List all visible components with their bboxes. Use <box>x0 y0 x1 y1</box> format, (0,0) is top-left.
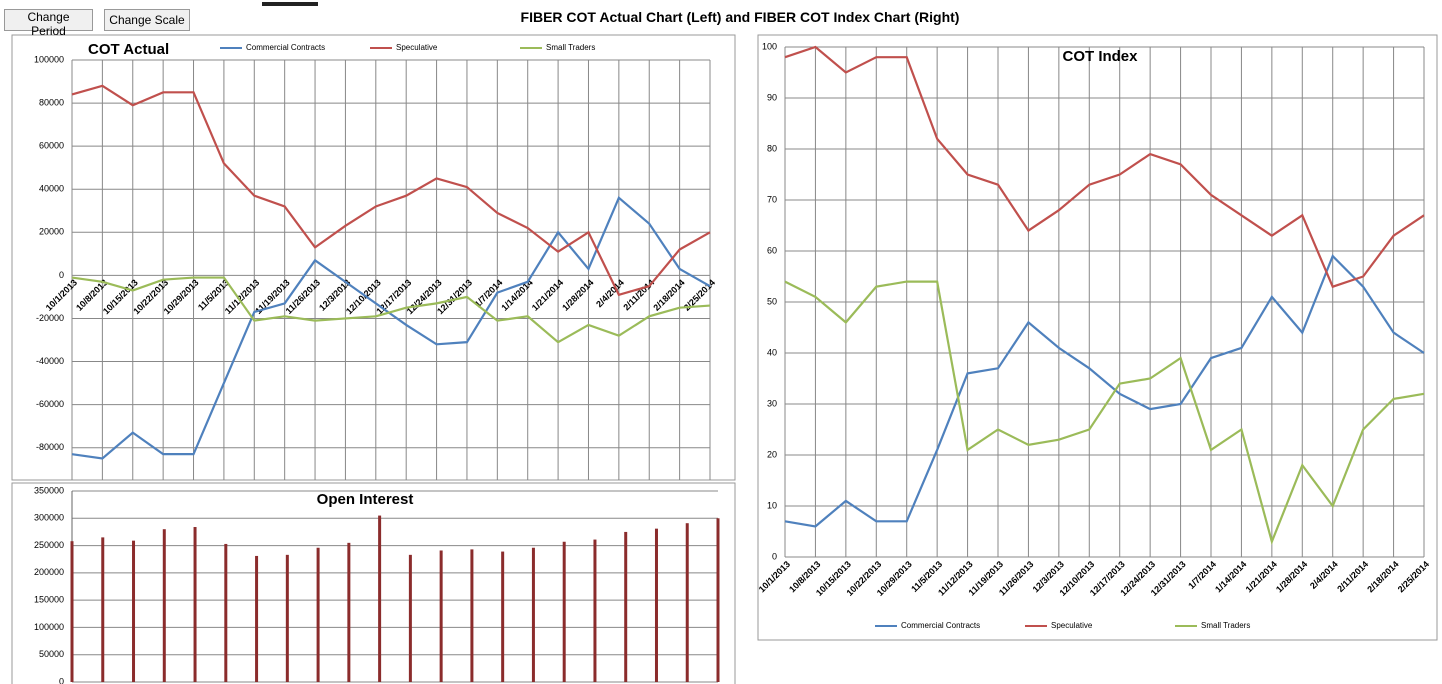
legend-label: Commercial Contracts <box>901 621 980 630</box>
decor-bar <box>262 2 318 6</box>
bar <box>439 550 443 682</box>
bar <box>716 518 720 682</box>
bar <box>70 541 74 682</box>
y-tick-label: 90 <box>767 92 777 102</box>
y-tick-label: 50000 <box>39 649 64 659</box>
chart-title: Open Interest <box>317 491 414 508</box>
bar <box>285 554 289 682</box>
series-line <box>784 45 1425 289</box>
y-tick-label: 150000 <box>34 595 64 605</box>
y-tick-label: 50 <box>767 296 777 306</box>
bar <box>470 549 474 682</box>
y-tick-label: 350000 <box>34 485 64 495</box>
bar <box>132 540 136 682</box>
y-tick-label: -20000 <box>36 313 64 323</box>
bar <box>193 527 197 682</box>
y-tick-label: 80000 <box>39 97 64 107</box>
bar <box>624 531 628 682</box>
bar <box>255 555 259 682</box>
bar <box>316 547 320 682</box>
y-tick-label: 200000 <box>34 567 64 577</box>
y-tick-label: -80000 <box>36 442 64 452</box>
y-tick-label: 20 <box>767 449 777 459</box>
series-line <box>71 276 711 344</box>
y-tick-label: 10 <box>767 500 777 510</box>
bar <box>347 542 351 682</box>
chart-title: COT Actual <box>88 41 169 58</box>
legend-label: Commercial Contracts <box>246 43 325 52</box>
bar <box>593 539 597 682</box>
y-tick-label: 0 <box>772 551 777 561</box>
chart-title: COT Index <box>1062 48 1138 65</box>
bar <box>531 547 535 682</box>
y-tick-label: 40 <box>767 347 777 357</box>
chart-frame <box>11 34 736 481</box>
change-scale-button[interactable]: Change Scale <box>104 9 190 31</box>
y-tick-label: 250000 <box>34 540 64 550</box>
change-period-button[interactable]: Change Period <box>4 9 93 38</box>
bar <box>408 554 412 682</box>
y-tick-label: 0 <box>59 676 64 684</box>
bar <box>685 523 689 682</box>
y-tick-label: 100 <box>762 41 777 51</box>
legend-label: Small Traders <box>1201 621 1250 630</box>
y-tick-label: 80 <box>767 143 777 153</box>
legend-label: Speculative <box>396 43 438 52</box>
y-tick-label: 100000 <box>34 54 64 64</box>
series-line <box>71 196 711 460</box>
series-line <box>71 84 711 297</box>
bar <box>162 529 166 682</box>
series-line <box>784 254 1425 528</box>
bar <box>562 541 566 682</box>
bar <box>224 543 228 682</box>
y-tick-label: 300000 <box>34 513 64 523</box>
y-tick-label: 40000 <box>39 184 64 194</box>
y-tick-label: 60 <box>767 245 777 255</box>
y-tick-label: -60000 <box>36 399 64 409</box>
bar <box>501 551 505 682</box>
page-title: FIBER COT Actual Chart (Left) and FIBER … <box>520 9 960 25</box>
bar <box>654 528 658 682</box>
y-tick-label: -40000 <box>36 356 64 366</box>
series-line <box>784 280 1425 546</box>
y-tick-label: 60000 <box>39 141 64 151</box>
y-tick-label: 100000 <box>34 622 64 632</box>
bar <box>101 537 105 682</box>
y-tick-label: 20000 <box>39 227 64 237</box>
y-tick-label: 30 <box>767 398 777 408</box>
chart-frame <box>757 34 1438 641</box>
legend-label: Speculative <box>1051 621 1093 630</box>
y-tick-label: 70 <box>767 194 777 204</box>
legend-label: Small Traders <box>546 43 595 52</box>
y-tick-label: 0 <box>59 270 64 280</box>
bar <box>378 515 382 682</box>
